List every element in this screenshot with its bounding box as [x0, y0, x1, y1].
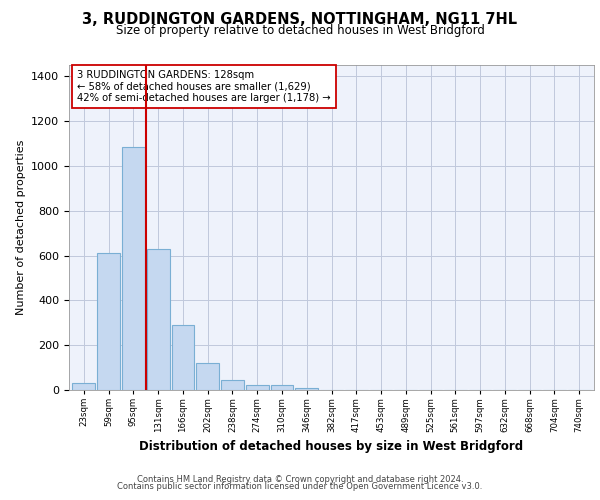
Bar [73, 384, 95, 390]
Bar [172, 325, 194, 390]
Text: 3 RUDDINGTON GARDENS: 128sqm
← 58% of detached houses are smaller (1,629)
42% of: 3 RUDDINGTON GARDENS: 128sqm ← 58% of de… [77, 70, 331, 103]
Bar [196, 363, 219, 390]
Text: 3, RUDDINGTON GARDENS, NOTTINGHAM, NG11 7HL: 3, RUDDINGTON GARDENS, NOTTINGHAM, NG11 … [82, 12, 518, 28]
Text: Size of property relative to detached houses in West Bridgford: Size of property relative to detached ho… [116, 24, 484, 37]
Bar [221, 380, 244, 390]
Bar [295, 388, 318, 390]
Bar [246, 385, 269, 390]
X-axis label: Distribution of detached houses by size in West Bridgford: Distribution of detached houses by size … [139, 440, 524, 453]
Text: Contains HM Land Registry data © Crown copyright and database right 2024.: Contains HM Land Registry data © Crown c… [137, 475, 463, 484]
Bar [147, 249, 170, 390]
Text: Contains public sector information licensed under the Open Government Licence v3: Contains public sector information licen… [118, 482, 482, 491]
Bar [97, 254, 120, 390]
Bar [271, 385, 293, 390]
Bar [122, 147, 145, 390]
Y-axis label: Number of detached properties: Number of detached properties [16, 140, 26, 315]
